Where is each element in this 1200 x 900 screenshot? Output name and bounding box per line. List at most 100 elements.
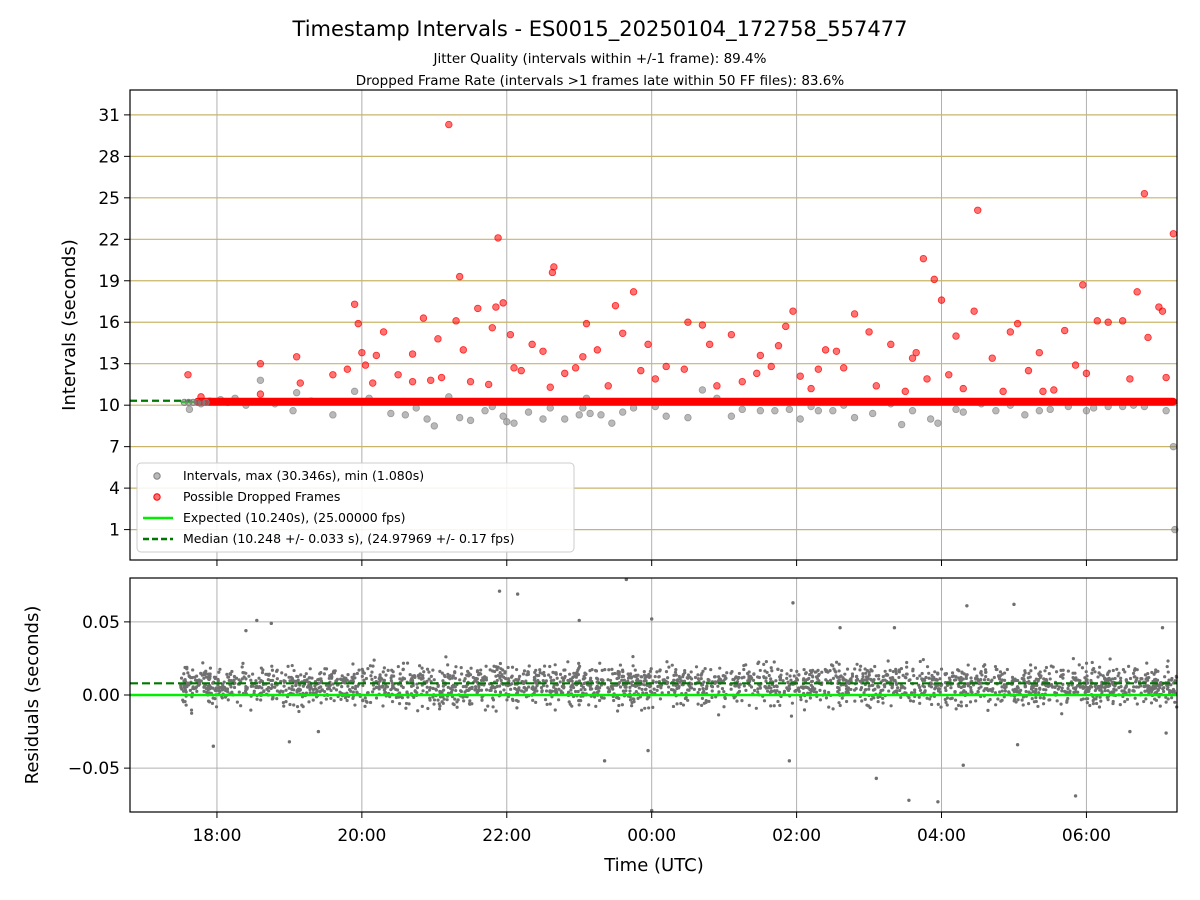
residual-point [1152,678,1157,682]
dropped-point-50 [637,366,645,375]
residual-point [362,671,366,675]
residual-point [742,684,746,688]
residual-point [475,669,480,673]
residual-point [609,678,613,683]
residual-point [455,705,459,709]
residual-point [241,661,245,666]
residual-point [432,698,437,702]
residual-point [197,678,201,682]
residual-point [577,698,581,703]
residual-point [1022,679,1026,683]
residual-point [895,689,899,694]
residual-point [803,672,808,676]
residual-point [889,679,893,683]
residual-point [1145,676,1149,680]
dropped-point-23 [452,317,460,325]
residual-point [531,698,535,702]
residual-point [441,679,445,683]
residual-point [789,714,794,718]
residual-point [638,679,643,683]
residual-point [370,690,375,694]
residual-point [702,701,706,705]
residual-point [1132,689,1136,693]
interval-point-31 [561,415,569,423]
residual-point [459,665,463,670]
residual-point [284,673,288,677]
residual-point [438,669,442,673]
residual-point [881,675,885,679]
residual-point [208,666,213,670]
bottom-xtick-label-3: 00:00 [627,826,676,846]
residual-point [607,689,611,693]
dropped-point-71 [832,347,841,355]
residual-point [510,674,514,678]
residual-point [320,688,324,692]
residual-point [548,690,552,694]
residual-point [534,668,538,672]
residual-point [516,699,520,703]
residual-point [573,689,578,694]
residual-point [966,663,970,667]
residual-point [929,685,934,689]
residual-point [770,669,774,673]
residual-point [1061,676,1065,680]
residual-point [377,685,382,689]
residual-point [558,672,563,676]
residual-point [571,682,575,686]
residual-outlier-21 [965,604,969,608]
dropped-point-44 [582,319,591,328]
residual-point [442,697,446,701]
dropped-point-9 [350,300,359,308]
residual-point [652,687,656,691]
residual-point [617,672,621,676]
residual-point [632,684,636,688]
residual-point [1077,663,1081,667]
residual-point [488,668,492,672]
residual-point [182,685,186,689]
residual-point [267,689,271,693]
residual-point [837,669,841,673]
residual-point [1003,686,1007,690]
residual-point [301,684,305,688]
dropped-point-109 [1158,307,1167,315]
residual-point [490,686,494,690]
residual-point [213,688,217,692]
residual-point [273,685,277,689]
dropped-point-96 [1050,386,1058,394]
residual-point [1127,664,1131,668]
residual-point [665,660,669,664]
residual-point [1114,688,1118,692]
residual-point [1061,682,1065,686]
residual-point [468,702,472,706]
residual-point [936,672,940,676]
residual-outlier-24 [1073,794,1078,798]
residual-point [476,688,480,692]
residual-point [648,674,652,679]
residual-point [1119,676,1123,680]
interval-point-65 [992,407,1000,415]
residual-point [806,677,810,681]
residual-point [556,698,561,702]
residual-point [774,684,779,688]
residual-point [1012,690,1016,694]
residual-point [669,687,674,692]
interval-point-32 [575,411,583,419]
residual-outlier-2 [255,618,259,623]
residual-point [751,678,756,682]
residual-point [844,690,848,694]
residual-point [453,676,458,680]
residual-point [762,699,767,703]
residual-point [404,701,409,706]
residual-point [687,684,692,688]
dropped-point-82 [930,275,938,284]
residual-point [249,678,253,682]
interval-point-55 [850,413,859,422]
residual-point [1084,678,1088,683]
residual-point [429,674,433,679]
residual-point [275,677,279,681]
residual-point [1091,702,1096,706]
residual-point [494,674,498,678]
residual-point [915,676,919,680]
residual-point [506,665,510,670]
residual-point [897,675,901,680]
